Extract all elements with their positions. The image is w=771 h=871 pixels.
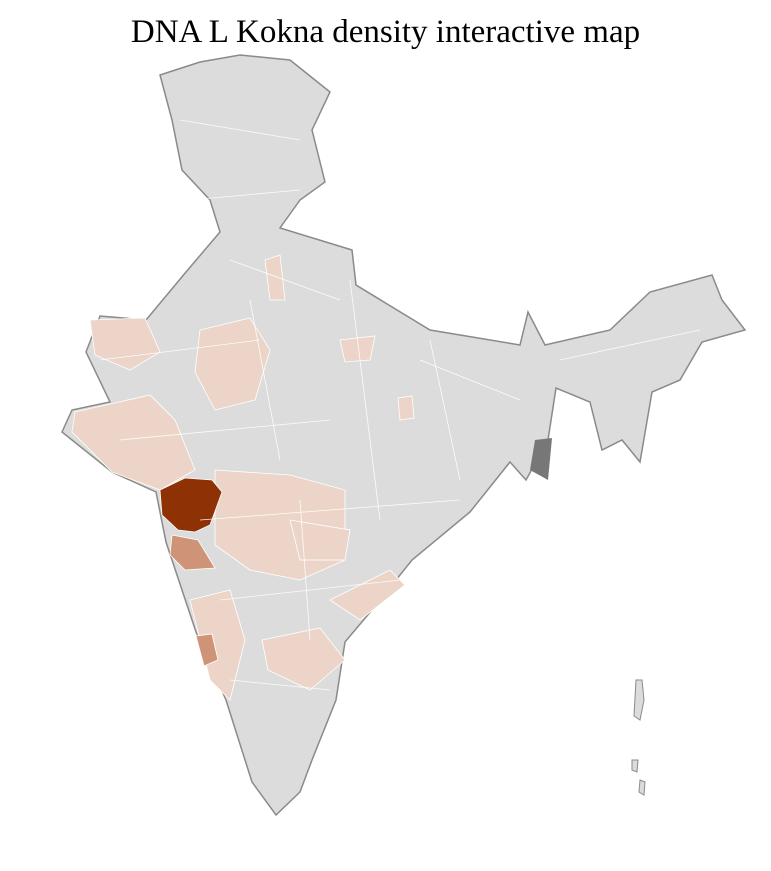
map-title: DNA L Kokna density interactive map — [130, 14, 641, 50]
density-regions — [71, 254, 415, 701]
region-andhra-low[interactable] — [261, 627, 346, 691]
bangladesh-sundarbans — [530, 438, 552, 480]
region-pune-medium[interactable] — [169, 534, 216, 571]
region-mp-low[interactable] — [289, 519, 351, 561]
region-gujarat-low[interactable] — [71, 394, 196, 491]
region-karnataka-low[interactable] — [189, 589, 246, 701]
region-rajasthan-west-low[interactable] — [89, 317, 161, 371]
region-up-low[interactable] — [339, 335, 376, 363]
region-coast-east-low[interactable] — [329, 569, 406, 621]
district-lines — [99, 119, 701, 691]
region-uttarakhand-low[interactable] — [264, 254, 286, 301]
region-goa-medium[interactable] — [195, 633, 219, 667]
region-bihar-low[interactable] — [397, 395, 415, 421]
andaman-islands[interactable] — [631, 679, 646, 796]
region-nashik-thane-high[interactable] — [159, 477, 223, 533]
